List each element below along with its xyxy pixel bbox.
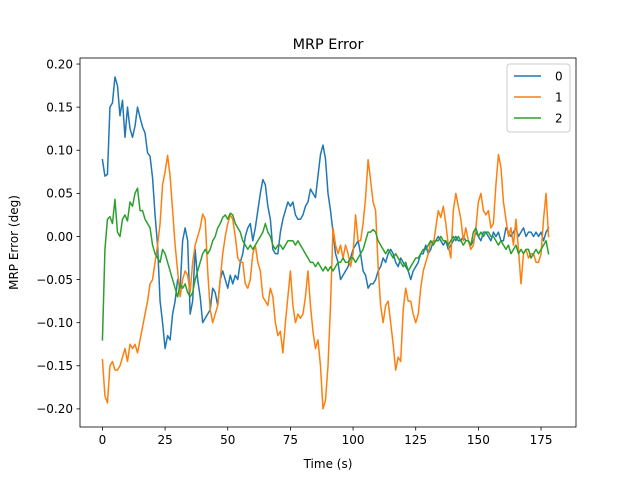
y-tick-label: 0.20	[46, 57, 73, 71]
y-tick-label: −0.20	[36, 402, 73, 416]
x-tick-label: 125	[404, 433, 427, 447]
y-tick-label: 0.00	[46, 230, 73, 244]
legend-box	[506, 63, 571, 133]
series-line-2	[101, 187, 550, 341]
x-tick-label: 175	[530, 433, 553, 447]
y-axis: −0.20 −0.15 −0.10 −0.05 0.00 0.05 0.10 0.15 0.20	[36, 57, 80, 416]
x-axis: 0 25 50 75 100 125 150 175	[99, 427, 553, 447]
y-tick-label: 0.15	[46, 100, 73, 114]
y-axis-label: MRP Error (deg)	[7, 195, 21, 290]
y-tick-label: −0.15	[36, 359, 73, 373]
x-tick-label: 100	[342, 433, 365, 447]
x-tick-label: 25	[157, 433, 172, 447]
legend: 0 1 2	[506, 63, 571, 133]
legend-label-0: 0	[555, 69, 563, 83]
legend-label-1: 1	[555, 90, 563, 104]
x-axis-label: Time (s)	[303, 457, 353, 471]
chart-title: MRP Error	[293, 37, 364, 53]
y-tick-label: −0.05	[36, 273, 73, 287]
y-tick-label: 0.05	[46, 187, 73, 201]
series-line-1	[101, 153, 550, 410]
series-layer	[101, 76, 550, 410]
x-tick-label: 150	[467, 433, 490, 447]
legend-label-2: 2	[555, 111, 563, 125]
y-tick-label: 0.10	[46, 144, 73, 158]
plot-frame	[79, 57, 577, 428]
x-tick-label: 0	[99, 433, 107, 447]
x-tick-label: 50	[220, 433, 235, 447]
x-tick-label: 75	[283, 433, 298, 447]
y-tick-label: −0.10	[36, 316, 73, 330]
